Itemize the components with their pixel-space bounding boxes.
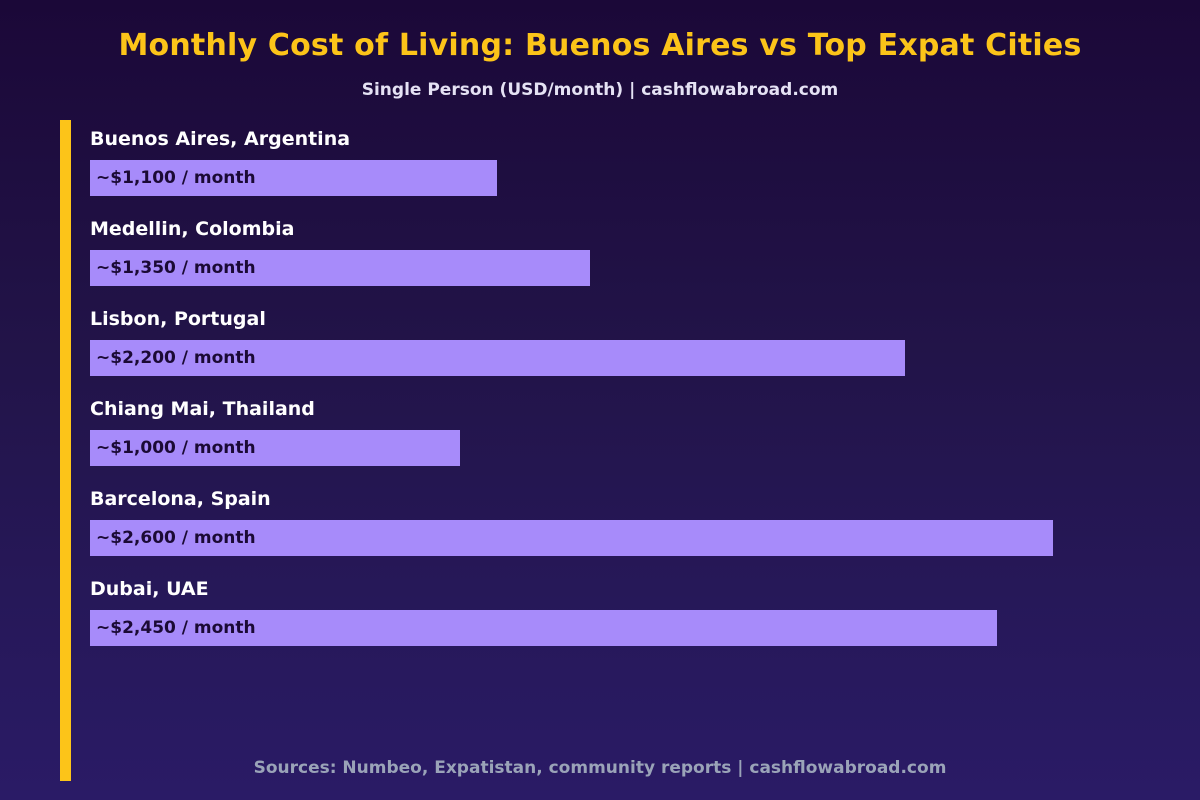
value-label: ~$1,100 / month bbox=[96, 168, 256, 188]
chart-subtitle: Single Person (USD/month) | cashflowabro… bbox=[361, 80, 839, 100]
value-label: ~$2,450 / month bbox=[96, 618, 256, 638]
category-label: Dubai, UAE bbox=[90, 578, 209, 600]
bar-row: Lisbon, Portugal ~$2,200 / month bbox=[90, 308, 1170, 378]
bar-row: Chiang Mai, Thailand ~$1,000 / month bbox=[90, 398, 1170, 468]
source-note: Sources: Numbeo, Expatistan, community r… bbox=[253, 758, 947, 778]
bar-row: Dubai, UAE ~$2,450 / month bbox=[90, 578, 1170, 648]
category-label: Medellin, Colombia bbox=[90, 218, 295, 240]
bar-row: Medellin, Colombia ~$1,350 / month bbox=[90, 218, 1170, 288]
bar-row: Buenos Aires, Argentina ~$1,100 / month bbox=[90, 128, 1170, 198]
value-label: ~$1,000 / month bbox=[96, 438, 256, 458]
bar: ~$2,450 / month bbox=[90, 610, 997, 646]
category-label: Barcelona, Spain bbox=[90, 488, 271, 510]
value-label: ~$1,350 / month bbox=[96, 258, 256, 278]
bar: ~$1,350 / month bbox=[90, 250, 590, 286]
value-label: ~$2,600 / month bbox=[96, 528, 256, 548]
accent-bar bbox=[60, 120, 71, 781]
bar-chart: Buenos Aires, Argentina ~$1,100 / month Me… bbox=[90, 128, 1170, 688]
bar: ~$1,000 / month bbox=[90, 430, 460, 466]
bar: ~$1,100 / month bbox=[90, 160, 497, 196]
bar: ~$2,600 / month bbox=[90, 520, 1053, 556]
bar: ~$2,200 / month bbox=[90, 340, 905, 376]
value-label: ~$2,200 / month bbox=[96, 348, 256, 368]
chart-title: Monthly Cost of Living: Buenos Aires vs … bbox=[118, 28, 1082, 63]
category-label: Buenos Aires, Argentina bbox=[90, 128, 351, 150]
bar-row: Barcelona, Spain ~$2,600 / month bbox=[90, 488, 1170, 558]
category-label: Chiang Mai, Thailand bbox=[90, 398, 315, 420]
category-label: Lisbon, Portugal bbox=[90, 308, 266, 330]
